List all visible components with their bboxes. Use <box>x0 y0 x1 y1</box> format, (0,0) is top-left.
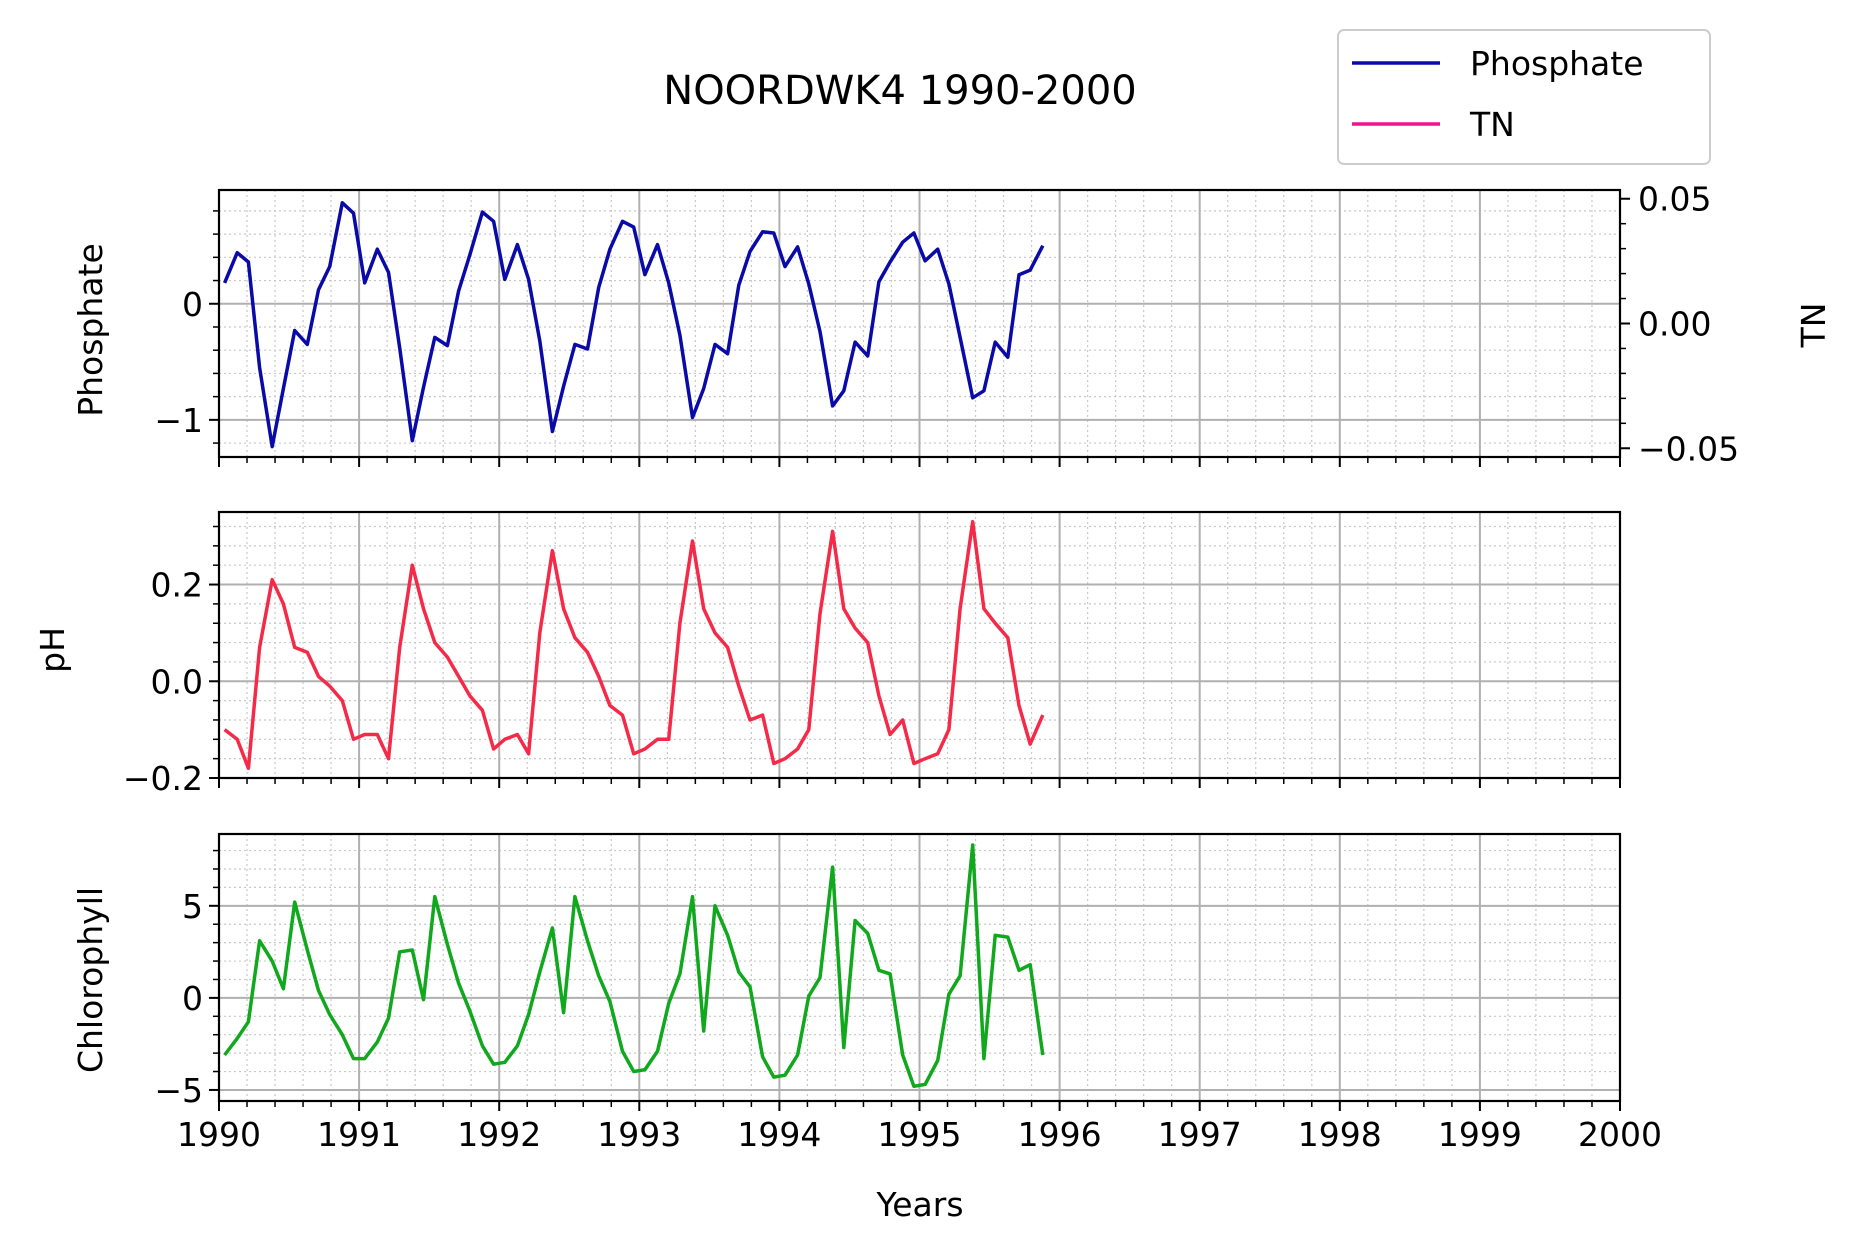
panel-chlorophyll: 5 0 −5 <box>154 832 1622 1111</box>
plot-frame <box>217 188 1622 459</box>
x-tick-label: 1997 <box>1158 1115 1242 1154</box>
series-line-phosphate <box>222 201 1045 449</box>
y2-tick-label: 0.05 <box>1638 180 1711 219</box>
y-tick-label: 0 <box>182 285 203 324</box>
y-axis-label-phosphate: Phosphate <box>71 243 110 417</box>
panel-phosphate: 0 −1 0.05 0.00 −0.05 <box>154 180 1739 469</box>
y-tick-label: 0.2 <box>151 566 203 605</box>
y-tick-label: 0 <box>182 979 203 1018</box>
x-tick-label: 1992 <box>457 1115 541 1154</box>
y-axis-label-ph: pH <box>33 627 72 673</box>
x-tick-label: 1999 <box>1438 1115 1522 1154</box>
y-tick-label: −5 <box>154 1071 203 1110</box>
y-tick-label: 5 <box>182 887 203 926</box>
x-tick-label: 1998 <box>1298 1115 1382 1154</box>
x-axis: 1990 1991 1992 1993 1994 1995 1996 1997 1998 1999… <box>177 1115 1662 1154</box>
y-tick-label: 0.0 <box>151 662 203 701</box>
legend-label-phosphate: Phosphate <box>1470 44 1644 83</box>
series-line-ph <box>223 519 1045 771</box>
panel-ph: 0.2 0.0 −0.2 <box>123 510 1622 798</box>
y2-tick-label: 0.00 <box>1638 305 1711 344</box>
plot-frame <box>217 832 1622 1103</box>
series-line-chlorophyll <box>223 843 1045 1089</box>
x-tick-label: 1995 <box>878 1115 962 1154</box>
chart-title: NOORDWK4 1990-2000 <box>663 68 1136 114</box>
x-tick-label: 1991 <box>317 1115 401 1154</box>
x-tick-label: 1990 <box>177 1115 261 1154</box>
x-tick-label: 2000 <box>1578 1115 1662 1154</box>
y2-axis-label-tn: TN <box>1794 303 1833 349</box>
x-axis-label: Years <box>875 1185 963 1224</box>
plot-frame <box>217 510 1622 780</box>
y-tick-label: −0.2 <box>123 759 203 798</box>
legend-label-tn: TN <box>1469 105 1515 144</box>
y-tick-label: −1 <box>154 401 203 440</box>
x-tick-label: 1994 <box>737 1115 821 1154</box>
x-tick-label: 1993 <box>597 1115 681 1154</box>
x-tick-label: 1996 <box>1018 1115 1102 1154</box>
y2-tick-label: −0.05 <box>1638 429 1739 468</box>
y-axis-label-chlorophyll: Chlorophyll <box>71 887 110 1073</box>
legend: Phosphate TN <box>1337 29 1711 165</box>
